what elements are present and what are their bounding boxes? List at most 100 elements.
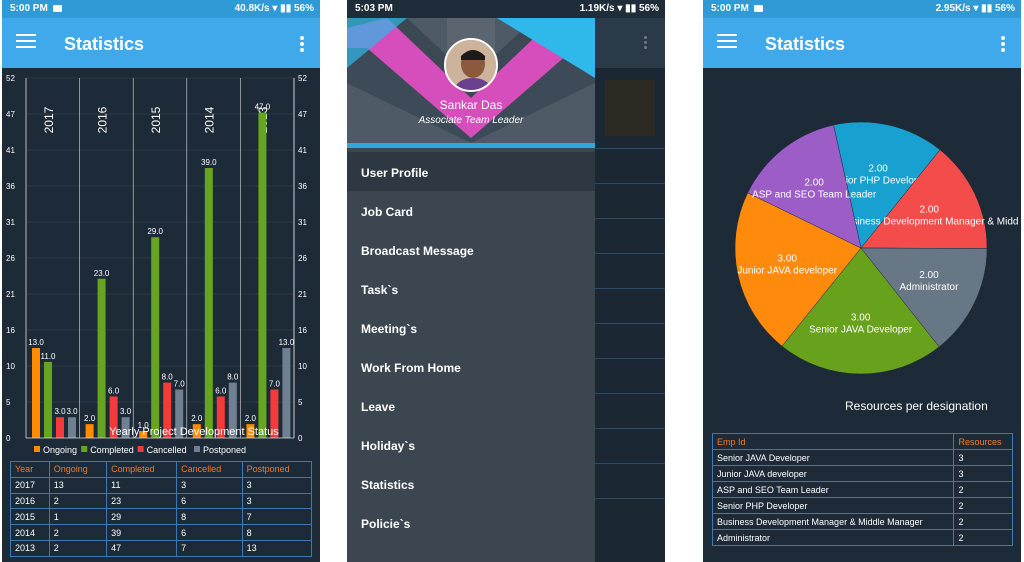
page-title: Statistics — [765, 34, 846, 54]
bar-completed — [97, 278, 106, 438]
table-cell: Business Development Manager & Middle Ma… — [711, 513, 955, 530]
bar-postponed — [228, 382, 237, 438]
table-cell: 39 — [106, 524, 178, 541]
app-bar: Statistics — [703, 18, 1021, 68]
table-cell: 2 — [953, 481, 1013, 498]
bar-value-label: 1.0 — [138, 421, 150, 430]
table-row: 2015 1 29 8 7 — [10, 508, 313, 526]
bar-value-label: 2.0 — [84, 414, 96, 423]
slice-value-label: 2.00 — [919, 270, 939, 281]
overflow-menu-icon[interactable] — [1001, 36, 1005, 52]
table-cell: 29 — [106, 508, 178, 526]
table-row: Junior JAVA developer 3 — [711, 465, 1013, 482]
bar-cancelled — [109, 396, 118, 438]
y-tick-label-right: 26 — [298, 254, 307, 263]
table-row: Senior JAVA Developer 3 — [711, 449, 1013, 466]
phone-screen-pie-chart: 5:00 PM 2.95K/s ▾ ▮▮ 56% Statistics 2.00… — [703, 0, 1021, 562]
menu-item-statistics[interactable]: Statistics — [361, 478, 415, 492]
column-header: Postponed — [241, 461, 313, 478]
battery-level: 56% — [994, 3, 1015, 14]
table-cell: 3 — [241, 492, 313, 510]
category-label: 2014 — [203, 106, 217, 133]
table-header-row: Emp Id Resources — [711, 433, 1013, 450]
bar-cancelled — [216, 396, 225, 438]
background-photo — [605, 80, 655, 136]
column-header: Year — [10, 461, 50, 478]
y-tick-label-left: 36 — [6, 182, 15, 191]
status-bar: 5:00 PM 2.95K/s ▾ ▮▮ 56% — [703, 0, 1021, 18]
notification-icon — [753, 4, 763, 12]
legend-swatch — [194, 446, 200, 452]
table-row: 2016 2 23 6 3 — [10, 492, 313, 510]
table-cell: 7 — [241, 508, 313, 526]
y-tick-label-right: 10 — [298, 362, 307, 371]
bar-postponed — [68, 417, 76, 438]
table-cell: 2 — [953, 513, 1013, 530]
bar-value-label: 11.0 — [41, 352, 57, 361]
bar-value-label: 29.0 — [147, 227, 163, 236]
table-row: Business Development Manager & Middle Ma… — [711, 513, 1013, 530]
bar-postponed — [282, 348, 291, 438]
table-row: Administrator 2 — [711, 529, 1013, 546]
table-cell: 23 — [106, 492, 178, 510]
table-cell: Administrator — [711, 529, 955, 546]
table-cell: 47 — [106, 539, 178, 557]
menu-item-holiday-s[interactable]: Holiday`s — [361, 439, 416, 453]
slice-name-label: Business Development Manager & Midd — [840, 216, 1018, 227]
phone-screen-bar-chart: 5:00 PM 40.8K/s ▾ ▮▮ 56% Statistics 0 0 5 5… — [2, 0, 320, 562]
table-cell: 13 — [241, 539, 313, 557]
menu-item-meeting-s[interactable]: Meeting`s — [361, 322, 418, 336]
table-cell: 1 — [48, 508, 108, 526]
slice-value-label: 3.00 — [777, 253, 797, 264]
header-divider — [347, 143, 595, 148]
table-cell: 2 — [48, 524, 108, 541]
bar-cancelled — [56, 417, 64, 438]
menu-item-work-from-home[interactable]: Work From Home — [361, 361, 461, 375]
y-tick-label-left: 16 — [6, 326, 15, 335]
menu-item-user-profile[interactable]: User Profile — [347, 152, 595, 191]
table-cell: Senior PHP Developer — [711, 497, 955, 514]
y-tick-label-right: 52 — [298, 74, 307, 83]
hamburger-menu-icon[interactable] — [16, 34, 36, 50]
status-time: 5:03 PM — [355, 3, 393, 14]
user-avatar[interactable] — [444, 38, 498, 92]
slice-value-label: 2.00 — [920, 204, 940, 215]
bar-completed — [44, 361, 52, 438]
table-cell: 2016 — [10, 492, 50, 510]
menu-item-leave[interactable]: Leave — [361, 400, 396, 414]
hamburger-menu-icon[interactable] — [717, 34, 737, 50]
bar-value-label: 3.0 — [120, 407, 132, 416]
table-cell: Junior JAVA developer — [711, 465, 955, 482]
menu-item-broadcast-message[interactable]: Broadcast Message — [361, 244, 474, 258]
table-cell: 6 — [176, 524, 243, 541]
network-speed: 1.19K/s — [579, 3, 615, 14]
menu-item-job-card[interactable]: Job Card — [361, 205, 414, 219]
table-cell: 2 — [953, 529, 1013, 546]
table-cell: 11 — [106, 476, 178, 494]
battery-level: 56% — [293, 3, 314, 14]
overflow-menu-icon[interactable] — [300, 36, 304, 52]
pie-slice — [833, 121, 941, 249]
network-speed: 2.95K/s — [935, 3, 971, 14]
legend-swatch — [81, 446, 88, 452]
table-row: ASP and SEO Team Leader 2 — [711, 481, 1013, 498]
table-cell: 2 — [953, 497, 1013, 514]
y-tick-label-right: 5 — [298, 398, 303, 407]
y-tick-label-left: 5 — [6, 398, 11, 407]
menu-item-task-s[interactable]: Task`s — [361, 283, 399, 297]
bar-value-label: 8.0 — [227, 373, 239, 382]
table-cell: 6 — [176, 492, 243, 510]
y-tick-label-left: 0 — [6, 434, 11, 443]
table-cell: 7 — [176, 539, 243, 557]
pie-slice — [860, 149, 988, 249]
menu-item-policie-s[interactable]: Policie`s — [361, 517, 411, 531]
table-cell: 2015 — [10, 508, 50, 526]
bar-ongoing — [32, 348, 40, 438]
table-row: 2013 2 47 7 13 — [10, 539, 313, 557]
table-cell: 2 — [48, 539, 108, 557]
table-cell: Senior JAVA Developer — [711, 449, 955, 466]
pie-slice — [734, 192, 862, 347]
y-tick-label-right: 36 — [298, 182, 307, 191]
bar-postponed — [175, 389, 184, 438]
user-name: Sankar Das — [439, 98, 503, 112]
